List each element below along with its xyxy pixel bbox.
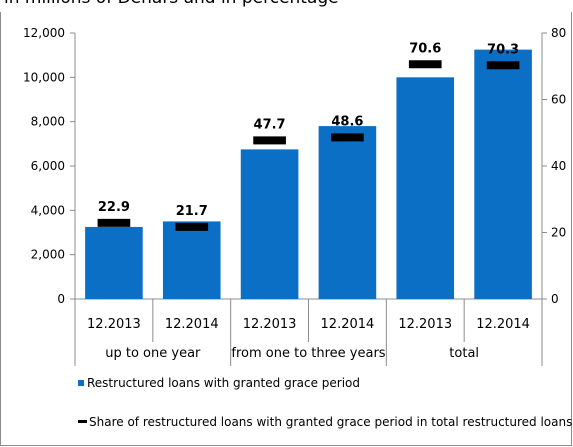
legend-item-markers: Share of restructured loans with granted…: [78, 414, 573, 430]
bar: [318, 126, 377, 299]
legend-item-bars: Restructured loans with granted grace pe…: [78, 375, 360, 391]
share-marker: [253, 136, 286, 145]
y-tick-label-left: 2,000: [31, 248, 65, 262]
x-group-label: from one to three years: [231, 346, 385, 361]
share-marker: [97, 218, 131, 227]
legend-marker-swatch: [78, 420, 87, 423]
data-label: 22.9: [98, 200, 130, 215]
data-label: 70.6: [409, 41, 441, 56]
y-tick-label-left: 4,000: [31, 203, 65, 217]
y-tick-label-left: 6,000: [31, 159, 65, 173]
x-tick-label: 12.2014: [165, 317, 219, 332]
bar: [396, 77, 455, 299]
legend-marker-label: Share of restructured loans with granted…: [89, 415, 573, 429]
data-label: 48.6: [331, 114, 363, 129]
share-marker: [486, 61, 520, 70]
y-tick-label-left: 10,000: [23, 70, 65, 84]
bar: [474, 49, 532, 299]
bar: [240, 149, 299, 299]
legend-bar-swatch: [78, 380, 84, 386]
y-tick-label-right: 0: [551, 292, 559, 306]
y-tick-label-right: 20: [551, 226, 566, 240]
x-tick-label: 12.2014: [321, 317, 375, 332]
x-group-label: up to one year: [105, 346, 201, 361]
y-tick-label-right: 80: [551, 26, 566, 40]
x-tick-label: 12.2014: [476, 317, 530, 332]
share-marker: [331, 133, 364, 142]
y-tick-label-left: 12,000: [23, 26, 65, 40]
x-tick-label: 12.2013: [243, 317, 297, 332]
share-marker: [175, 222, 209, 231]
data-label: 21.7: [176, 204, 208, 219]
y-tick-label-right: 40: [551, 159, 566, 173]
legend-bar-label: Restructured loans with granted grace pe…: [87, 376, 360, 390]
data-label: 70.3: [487, 42, 519, 57]
share-marker: [408, 60, 442, 69]
data-label: 47.7: [254, 117, 286, 132]
bar: [85, 226, 143, 299]
chart-frame: [0, 12, 572, 446]
y-tick-label-left: 0: [57, 292, 65, 306]
y-tick-label-right: 60: [551, 93, 566, 107]
x-group-label: total: [449, 346, 479, 361]
y-tick-label-left: 8,000: [31, 115, 65, 129]
x-tick-label: 12.2013: [398, 317, 452, 332]
bar: [162, 221, 221, 299]
x-tick-label: 12.2013: [87, 317, 141, 332]
chart-subtitle: in millions of Denars and in percentage: [4, 0, 339, 8]
